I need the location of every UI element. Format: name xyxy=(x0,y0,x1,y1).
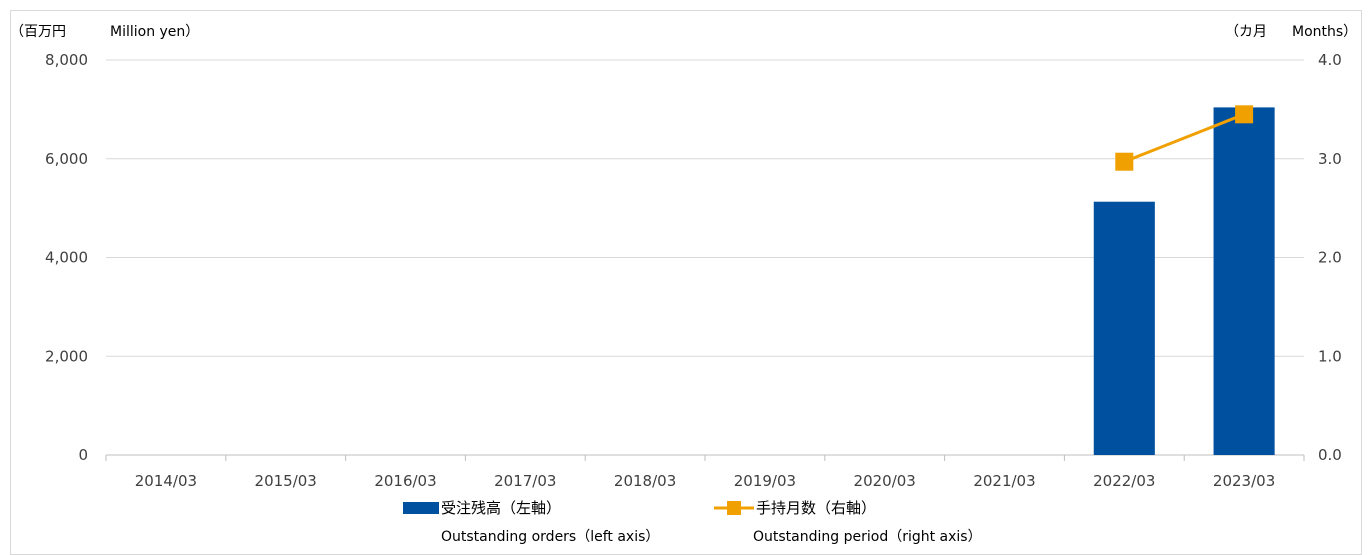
right-axis-unit-jp: （カ月 xyxy=(1225,24,1267,40)
legend-label-bar: 受注残高（左軸） xyxy=(441,499,561,517)
line-point xyxy=(1235,105,1254,124)
x-tick-label: 2017/03 xyxy=(494,472,556,490)
bar-series xyxy=(1093,107,1275,456)
legend-swatch-marker xyxy=(727,501,741,515)
right-tick-label: 0.0 xyxy=(1318,446,1342,464)
right-axis-unit-en: Months） xyxy=(1292,24,1357,40)
right-tick-label: 4.0 xyxy=(1318,51,1342,69)
legend-sub-line: Outstanding period（right axis） xyxy=(753,529,982,545)
series-line xyxy=(1123,112,1245,164)
legend: 受注残高（左軸） 手持月数（右軸） Outstanding orders（lef… xyxy=(403,499,982,545)
left-axis-ticks: 0 2,000 4,000 6,000 8,000 xyxy=(45,51,88,464)
x-axis-ticks: 2014/03 2015/03 2016/03 2017/03 2018/03 2019/… xyxy=(135,472,1276,490)
right-tick-label: 1.0 xyxy=(1318,347,1342,365)
right-tick-label: 3.0 xyxy=(1318,150,1342,168)
bar xyxy=(1093,201,1155,455)
left-tick-label: 8,000 xyxy=(45,51,88,69)
x-tick-label: 2014/03 xyxy=(135,472,197,490)
legend-swatch-bar xyxy=(403,502,439,514)
x-tick-label: 2018/03 xyxy=(614,472,676,490)
left-axis-unit-jp: （百万円 xyxy=(10,24,66,40)
legend-label-line: 手持月数（右軸） xyxy=(756,499,876,517)
x-tick-label: 2022/03 xyxy=(1093,472,1155,490)
left-tick-label: 2,000 xyxy=(45,347,88,365)
left-tick-label: 4,000 xyxy=(45,249,88,267)
x-tick-label: 2023/03 xyxy=(1213,472,1275,490)
line-point xyxy=(1115,152,1134,171)
line-series xyxy=(1115,105,1254,171)
bar xyxy=(1213,107,1275,456)
legend-sub-bar: Outstanding orders（left axis） xyxy=(441,529,659,545)
right-tick-label: 2.0 xyxy=(1318,249,1342,267)
x-tick-label: 2021/03 xyxy=(973,472,1035,490)
x-tick-label: 2019/03 xyxy=(734,472,796,490)
x-tick-label: 2016/03 xyxy=(374,472,436,490)
x-tick-label: 2015/03 xyxy=(255,472,317,490)
left-axis-unit-en: Million yen） xyxy=(110,24,199,40)
left-tick-label: 0 xyxy=(78,446,88,464)
x-tick-label: 2020/03 xyxy=(854,472,916,490)
left-tick-label: 6,000 xyxy=(45,150,88,168)
right-axis-ticks: 0.0 1.0 2.0 3.0 4.0 xyxy=(1318,51,1342,464)
